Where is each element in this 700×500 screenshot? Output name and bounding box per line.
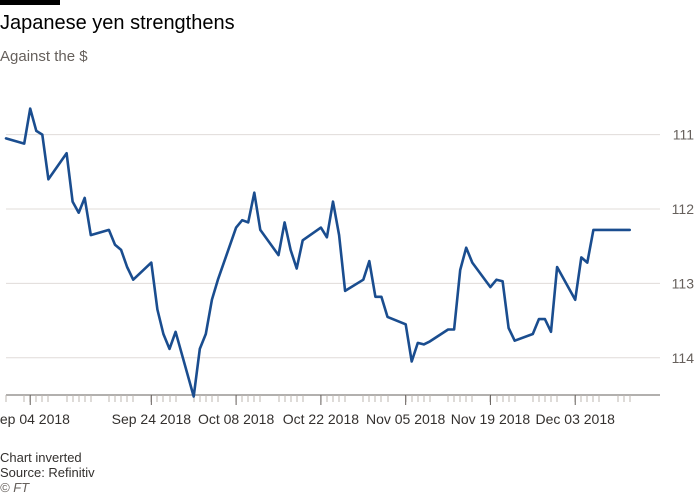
y-tick-label: 114 xyxy=(672,350,695,366)
chart-subtitle: Against the $ xyxy=(0,48,88,65)
y-tick-label: 112 xyxy=(672,201,695,217)
x-tick-label: Sep 24 2018 xyxy=(112,411,192,427)
chart-source: Source: Refinitiv xyxy=(0,465,95,480)
chart-note: Chart inverted xyxy=(0,450,82,465)
y-tick-label: 111 xyxy=(673,127,694,143)
series-line-usd-jpy xyxy=(4,107,632,398)
chart-footer: Chart inverted Source: Refinitiv © FT xyxy=(0,450,95,495)
y-tick-label: 113 xyxy=(672,275,695,291)
x-tick-label: Nov 05 2018 xyxy=(366,411,446,427)
x-tick-label: Oct 08 2018 xyxy=(198,411,274,427)
ft-credit: © FT xyxy=(0,480,30,495)
chart-title: Japanese yen strengthens xyxy=(0,12,235,34)
x-tick-label: Dec 03 2018 xyxy=(536,411,616,427)
x-tick-label: Nov 19 2018 xyxy=(451,411,531,427)
line-chart: 111 112 113 114 Sep 04 2018 Sep 24 2018 Oct 08… xyxy=(0,107,695,427)
brand-top-bar xyxy=(0,0,60,5)
x-tick-label: Sep 04 2018 xyxy=(0,411,70,427)
x-tick-label: Oct 22 2018 xyxy=(283,411,359,427)
